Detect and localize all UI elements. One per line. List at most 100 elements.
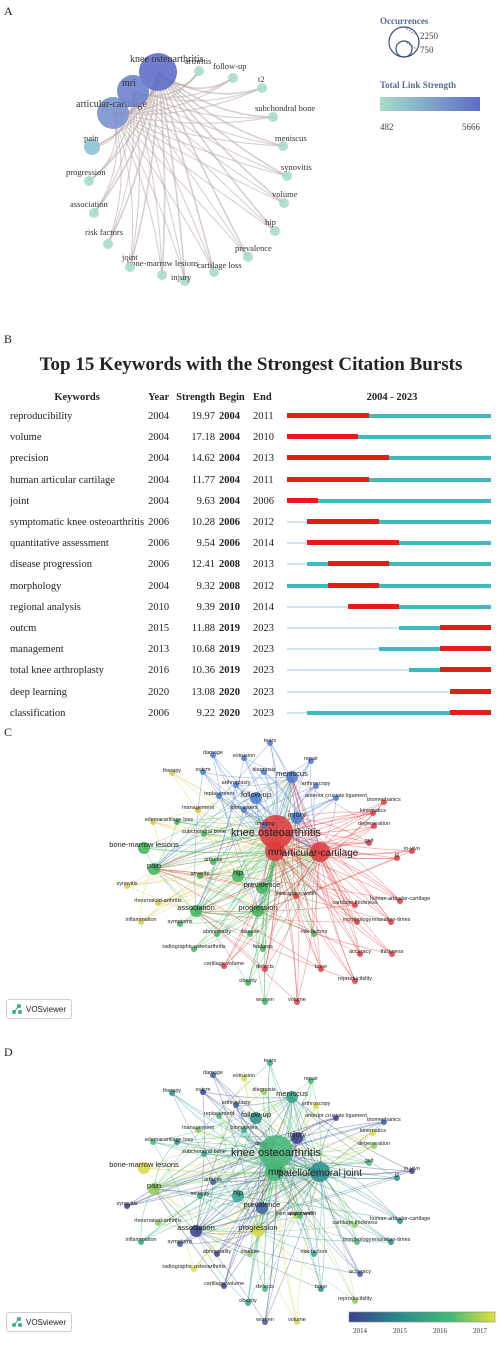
cell-strength: 10.36 [191, 665, 216, 677]
cell-keyword: joint [10, 495, 30, 507]
node-morphology [354, 1239, 360, 1245]
network-edge [126, 850, 276, 887]
active-year-segment [287, 414, 492, 419]
network-edge [296, 1080, 312, 1139]
network-edge [212, 1074, 259, 1232]
network-edge [247, 1170, 276, 1304]
network-edge [153, 868, 297, 897]
active-year-segment [307, 541, 492, 546]
cell-strength: 9.32 [196, 580, 216, 592]
cell-end: 2012 [253, 517, 275, 529]
network-edge [274, 1121, 385, 1172]
node-accuracy [357, 1271, 363, 1277]
panel-c: C knee osteoarthritis mri articular-cartil… [0, 725, 502, 1045]
network-edge [197, 809, 259, 912]
node-inflammation [138, 1239, 144, 1245]
network-edge [157, 71, 249, 258]
node-risk-factors [311, 1251, 317, 1257]
node-therapy [169, 1090, 175, 1096]
node-label: management [182, 805, 215, 811]
network-edge [152, 1141, 321, 1173]
network-edge [291, 776, 356, 982]
node-label: subchondral bone [182, 829, 226, 835]
node-features [260, 946, 266, 952]
cell-year: 2006 [148, 559, 170, 571]
network-edge [257, 1137, 298, 1232]
network-edge [249, 851, 321, 935]
node-injury [180, 276, 190, 286]
network-edge [195, 1224, 356, 1233]
node-label: volume [288, 997, 306, 1003]
network-edge [216, 1096, 293, 1255]
network-edge [153, 1105, 317, 1190]
node-human-articular-cartilage [397, 898, 403, 904]
pre-year-segment [287, 542, 308, 545]
burst-segment [450, 688, 492, 694]
node-label: diagnosis [252, 1087, 275, 1093]
node-label: anterior cruciate ligament [305, 1113, 367, 1119]
cell-strength: 19.97 [191, 411, 216, 423]
node-group: tears damage extrusion repair therapy outcm di… [109, 1058, 430, 1325]
network-edge [264, 1137, 298, 1323]
network-edge [247, 850, 276, 984]
node-label: meniscus [275, 133, 307, 143]
network-edge [126, 851, 321, 887]
node-label: inflammation [125, 1237, 156, 1243]
cell-keyword: precision [10, 453, 49, 465]
burst-table: Keywords Year Strength Begin End 2004 - … [8, 388, 499, 724]
cell-keyword: morphology [10, 580, 62, 592]
node-label: symptoms [167, 1239, 192, 1245]
node-label: women [255, 997, 274, 1003]
node-injury [291, 812, 303, 824]
network-edge [112, 112, 163, 276]
network-edge [140, 850, 276, 923]
network-edge [223, 851, 321, 967]
network-edge [291, 1096, 413, 1172]
node-abnormality [214, 1251, 220, 1257]
cell-year: 2004 [148, 411, 170, 423]
network-edge [291, 776, 300, 1003]
node-reproducibility [352, 1298, 358, 1304]
cell-strength: 9.54 [196, 538, 216, 550]
cell-end: 2023 [253, 622, 275, 634]
node-label: replacement [204, 791, 235, 797]
network-edge [153, 1162, 370, 1190]
node-label: defects [256, 964, 274, 970]
burst-segment [287, 476, 369, 482]
node-alignment [297, 1213, 303, 1219]
node-cartilage-loss [209, 267, 219, 277]
node-label: edema [145, 817, 163, 823]
node-damage [210, 1072, 216, 1078]
node-label: cartilage thickness [332, 900, 377, 906]
network-edge [193, 850, 276, 950]
node-label: association [177, 903, 215, 912]
network-edge [153, 868, 322, 970]
cell-strength: 13.08 [191, 686, 216, 698]
cell-begin: 2019 [219, 644, 241, 656]
network-edge [143, 1096, 293, 1169]
cell-end: 2006 [253, 495, 275, 507]
node-label: human articular-cartilage [370, 896, 431, 902]
cell-burst-bar [281, 491, 499, 512]
network-edge [179, 910, 259, 925]
node-label: knee osteoarthritis [130, 54, 204, 65]
node-mri [265, 1161, 285, 1181]
burst-segment [440, 624, 492, 630]
network-edge [247, 817, 298, 984]
cell-begin: 2004 [219, 453, 241, 465]
node-edema [150, 819, 156, 825]
network-edge [319, 851, 356, 982]
network-edge [140, 1151, 277, 1243]
network-edge [218, 1115, 259, 1232]
network-edge [157, 71, 285, 204]
network-edge [153, 1188, 251, 1255]
network-edge [291, 1096, 361, 1275]
active-year-segment [307, 520, 492, 525]
network-edge [262, 850, 276, 950]
node-label: radiographic osteoarthritis [162, 944, 226, 950]
node-label: symptoms [167, 919, 192, 925]
network-edge [193, 851, 321, 950]
pre-year-segment [287, 690, 451, 693]
node-label: synovitis [281, 162, 312, 172]
cell-begin: 2006 [219, 538, 241, 550]
